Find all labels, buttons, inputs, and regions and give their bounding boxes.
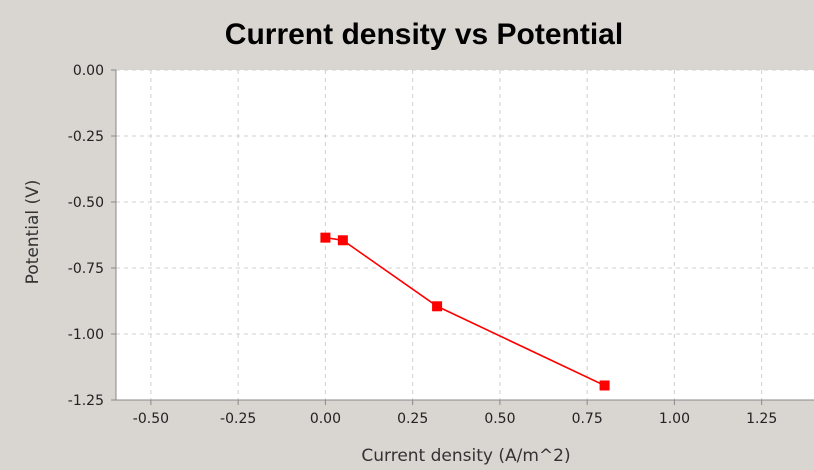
- x-tick-label: 0.50: [484, 411, 515, 427]
- grid: [116, 69, 814, 401]
- x-tick-label: 1.00: [659, 411, 690, 427]
- x-tick-label: 0.00: [310, 411, 341, 427]
- y-tick-label: -0.75: [68, 261, 104, 277]
- y-axis-label: Potential (V): [23, 180, 43, 285]
- y-tick-label: -0.50: [68, 195, 104, 211]
- y-tick-label: -1.25: [68, 393, 104, 409]
- x-tick-label: 1.25: [746, 411, 777, 427]
- plot-area: [116, 70, 814, 400]
- chart-title: Current density vs Potential: [225, 18, 623, 51]
- x-axis-label: Current density (A/m^2): [361, 446, 570, 466]
- data-point: [320, 232, 331, 243]
- series-line: [325, 236, 605, 387]
- x-tick-label: -0.50: [133, 411, 169, 427]
- x-tick-label: 0.75: [572, 411, 603, 427]
- data-point: [432, 301, 443, 312]
- y-tick-label: -0.25: [68, 129, 104, 145]
- series: [320, 232, 610, 391]
- y-tick-label: -1.00: [68, 327, 104, 343]
- data-point: [337, 235, 348, 246]
- y-tick-label: 0.00: [73, 63, 104, 79]
- data-point: [599, 380, 610, 391]
- x-tick-label: 0.25: [397, 411, 428, 427]
- axes: -0.50 -0.25 0.00 0.25 0.50 0.75 1.00 1.25 0.00 -0…: [68, 63, 814, 427]
- x-tick-label: -0.25: [220, 411, 256, 427]
